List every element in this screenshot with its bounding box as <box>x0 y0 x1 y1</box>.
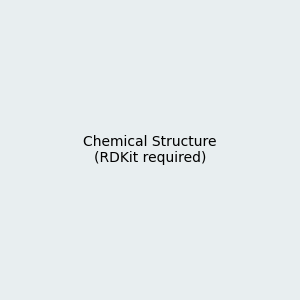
Text: Chemical Structure
(RDKit required): Chemical Structure (RDKit required) <box>83 135 217 165</box>
